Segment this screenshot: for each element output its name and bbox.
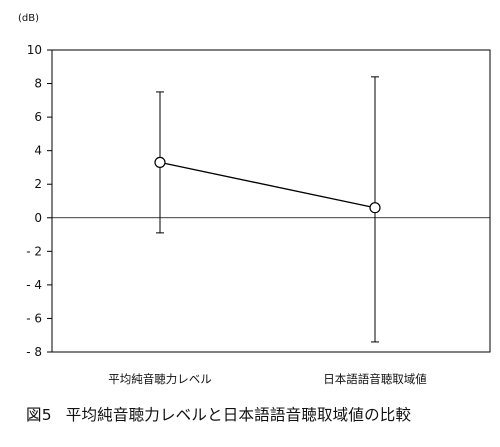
y-tick-label: - 8 bbox=[26, 345, 42, 359]
y-tick-label: 10 bbox=[27, 43, 42, 57]
y-tick-label: 6 bbox=[34, 110, 42, 124]
y-tick-label: - 6 bbox=[26, 311, 42, 325]
figure-caption: 図5 平均純音聴力レベルと日本語語音聴取域値の比較 bbox=[26, 403, 411, 425]
figure-number: 図5 bbox=[26, 406, 52, 424]
y-tick-label: - 2 bbox=[26, 244, 42, 258]
y-tick-label: - 4 bbox=[26, 278, 42, 292]
y-tick-label: 8 bbox=[34, 77, 42, 91]
y-unit-label: (dB) bbox=[18, 13, 39, 24]
error-bars bbox=[156, 76, 379, 343]
data-point bbox=[154, 156, 166, 169]
y-tick-label: 0 bbox=[34, 211, 42, 225]
series-line bbox=[159, 161, 376, 209]
figure-caption-text: 平均純音聴力レベルと日本語語音聴取域値の比較 bbox=[65, 406, 412, 424]
x-axis-category-labels: 平均純音聴力レベル 日本語語音聴取域値 bbox=[108, 372, 427, 386]
y-tick-label: 4 bbox=[34, 144, 42, 158]
y-axis: 10 8 6 4 2 0 - 2 - 4 - 6 - 8 bbox=[26, 43, 52, 359]
data-point bbox=[369, 202, 381, 214]
data-markers bbox=[154, 156, 381, 214]
y-tick-label: 2 bbox=[34, 177, 42, 191]
x-category-label: 日本語語音聴取域値 bbox=[323, 372, 427, 386]
x-category-label: 平均純音聴力レベル bbox=[108, 372, 212, 386]
series-line-group bbox=[159, 161, 376, 209]
plot-frame bbox=[51, 49, 491, 353]
